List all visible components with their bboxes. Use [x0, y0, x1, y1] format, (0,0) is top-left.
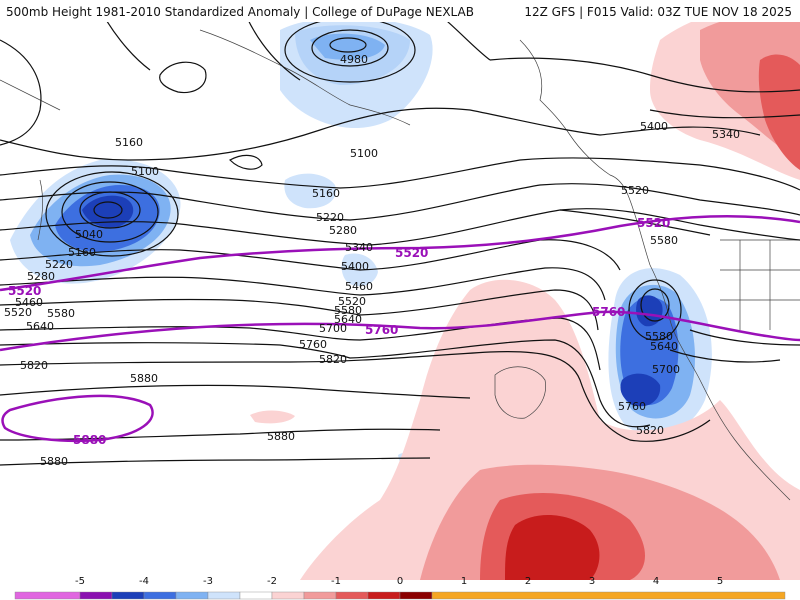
colorbar-swatch	[239, 591, 273, 600]
colorbar-swatch	[143, 591, 177, 600]
height-label: 5220	[316, 211, 344, 224]
highlight-label: 5520	[8, 284, 41, 298]
colorbar: -5 -4 -3 -2 -1 0 1 2 3 4 5	[14, 576, 786, 600]
height-label: 5880	[130, 372, 158, 385]
height-label: 5160	[312, 187, 340, 200]
height-label: 5520	[4, 306, 32, 319]
colorbar-swatch	[271, 591, 305, 600]
colorbar-swatch	[111, 591, 145, 600]
colorbar-swatch	[367, 591, 401, 600]
height-label: 5460	[15, 296, 43, 309]
height-label: 5520	[338, 295, 366, 308]
colorbar-swatch	[207, 591, 241, 600]
height-label: 5580	[47, 307, 75, 320]
colorbar-swatch	[14, 591, 81, 600]
colorbar-tick-label: -4	[139, 576, 149, 587]
height-label: 5820	[319, 353, 347, 366]
colorbar-tick-label: 0	[397, 576, 403, 587]
colorbar-tick-label: 5	[717, 576, 723, 587]
map-title: 500mb Height 1981-2010 Standardized Anom…	[6, 5, 474, 19]
height-label: 5400	[640, 120, 668, 133]
height-label: 5580	[334, 304, 362, 317]
colorbar-swatch	[175, 591, 209, 600]
height-label: 5640	[26, 320, 54, 333]
height-label: 5760	[618, 400, 646, 413]
height-label: 5160	[68, 246, 96, 259]
highlight-label: 5520	[637, 216, 670, 230]
colorbar-tick-label: -1	[331, 576, 341, 587]
height-label: 5820	[20, 359, 48, 372]
colorbar-tick-label: -2	[267, 576, 277, 587]
height-label: 5340	[345, 241, 373, 254]
height-label: 5400	[341, 260, 369, 273]
height-label: 5220	[45, 258, 73, 271]
positive-anomaly-shading	[250, 0, 800, 580]
colorbar-swatch	[399, 591, 433, 600]
colorbar-swatch	[335, 591, 369, 600]
coastlines	[0, 29, 800, 501]
height-label: 5280	[27, 270, 55, 283]
colorbar-swatches	[14, 591, 786, 600]
height-label: 5700	[319, 322, 347, 335]
colorbar-tick-label: 1	[461, 576, 467, 587]
height-label: 5340	[712, 128, 740, 141]
height-label: 5040	[75, 228, 103, 241]
colorbar-swatch	[303, 591, 337, 600]
height-label: 5880	[40, 455, 68, 468]
height-label: 5880	[267, 430, 295, 443]
highlight-contours	[0, 214, 800, 443]
height-label: 5520	[621, 184, 649, 197]
highlight-label: 5760	[592, 305, 625, 319]
colorbar-tick-label: -5	[75, 576, 85, 587]
height-label: 5100	[131, 165, 159, 178]
height-label: 5280	[329, 224, 357, 237]
model-run-info: 12Z GFS | F015 Valid: 03Z TUE NOV 18 202…	[524, 5, 792, 19]
height-label: 5760	[299, 338, 327, 351]
height-label: 5460	[345, 280, 373, 293]
map-plot: 4980 5160 5100 5100 5040 5160 5220 5280 …	[0, 0, 800, 580]
height-label: 5580	[645, 330, 673, 343]
height-label: 5160	[115, 136, 143, 149]
height-label: 5640	[334, 313, 362, 326]
height-label: 5100	[350, 147, 378, 160]
negative-anomaly-shading	[10, 17, 712, 467]
colorbar-swatch	[79, 591, 113, 600]
height-label: 4980	[340, 53, 368, 66]
highlight-label: 5880	[73, 433, 106, 447]
height-contours	[0, 0, 800, 466]
highlight-label: 5760	[365, 323, 398, 337]
colorbar-tick-label: 3	[589, 576, 595, 587]
colorbar-tick-label: -3	[203, 576, 213, 587]
colorbar-swatch	[431, 591, 786, 600]
colorbar-ticks: -5 -4 -3 -2 -1 0 1 2 3 4 5	[75, 576, 723, 587]
highlight-label: 5520	[395, 246, 428, 260]
height-label: 5700	[652, 363, 680, 376]
height-label: 5640	[650, 340, 678, 353]
colorbar-tick-label: 4	[653, 576, 659, 587]
highlight-label-group: 5520 5520 5520 5760 5760 5880	[8, 216, 670, 447]
height-label: 5820	[636, 424, 664, 437]
colorbar-tick-label: 2	[525, 576, 531, 587]
map-header: 500mb Height 1981-2010 Standardized Anom…	[0, 0, 800, 22]
height-label: 5580	[650, 234, 678, 247]
height-label-group: 4980 5160 5100 5100 5040 5160 5220 5280 …	[4, 53, 740, 468]
